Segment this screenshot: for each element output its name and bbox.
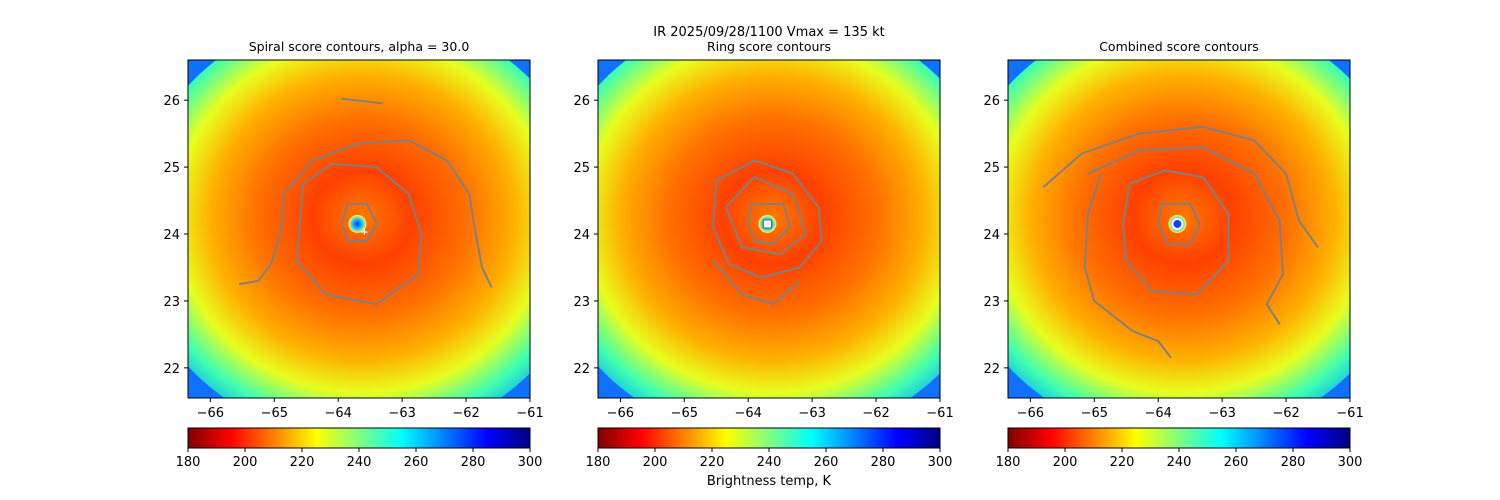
axes-frame [187,59,531,399]
colorbar-tick-label: 300 [518,455,543,470]
colorbar-tick-label: 200 [643,455,668,470]
y-tick-label: 26 [163,94,180,109]
x-tick-label: −61 [516,406,543,421]
panel-ring: Ring score contours −66 −65 −64 −63 −62 −61 22 2… [573,39,953,470]
colorbar-tick-label: 240 [347,455,372,470]
panel-combined: Combined score contours −66 −65 −64 −63 −62 −6… [983,39,1363,470]
colorbar-tick-label: 240 [757,455,782,470]
colorbar-tick-label: 220 [290,455,315,470]
suptitle: IR 2025/09/28/1100 Vmax = 135 kt [653,25,884,40]
x-tick-label: −61 [1336,406,1363,421]
panel-title-combined: Combined score contours [1099,39,1259,54]
contour-line [340,202,378,242]
x-tick-label: −66 [607,406,634,421]
center-marker [1171,217,1184,230]
colorbar-tick-label: 240 [1167,455,1192,470]
x-tick-label: −63 [798,406,825,421]
x-tick-label: −66 [197,406,224,421]
center-marker [361,228,368,235]
colorbar-label: Brightness temp, K [707,474,832,489]
colorbar-tick-label: 180 [996,455,1021,470]
y-tick-label: 26 [983,94,1000,109]
heatmap-image [598,60,940,398]
colorbar-tick-label: 300 [928,455,953,470]
x-tick-label: −63 [1208,406,1235,421]
colorbar-tick-label: 200 [1053,455,1078,470]
contour-line [341,97,384,105]
colorbar [1007,427,1351,449]
y-tick-label: 22 [983,362,1000,377]
y-tick-label: 22 [573,362,590,377]
axes-frame [1007,59,1351,399]
contour-line [747,202,791,246]
axes-frame [597,59,941,399]
x-tick-label: −62 [1272,406,1299,421]
x-tick-label: −64 [1145,406,1172,421]
center-marker [762,219,772,229]
colorbar [597,427,941,449]
x-tick-label: −65 [261,406,288,421]
y-tick-label: 25 [983,161,1000,176]
contour-line [1122,169,1230,296]
y-tick-label: 25 [573,161,590,176]
colorbar-tick-label: 280 [1281,455,1306,470]
colorbar-tick-label: 260 [814,455,839,470]
contour-line [724,176,807,256]
y-tick-label: 22 [163,362,180,377]
y-tick-label: 23 [573,295,590,310]
contour-line [712,260,801,306]
contour-line [1083,173,1172,359]
colorbar [187,427,531,449]
y-tick-label: 23 [983,295,1000,310]
colorbar-tick-label: 280 [461,455,486,470]
x-tick-label: −64 [325,406,352,421]
x-tick-label: −64 [735,406,762,421]
colorbar-tick-label: 280 [871,455,896,470]
panel-title-ring: Ring score contours [707,39,831,54]
y-tick-label: 24 [573,228,590,243]
contour-line [1087,146,1284,325]
colorbar-tick-label: 300 [1338,455,1363,470]
colorbar-tick-label: 180 [586,455,611,470]
y-tick-label: 23 [163,295,180,310]
colorbar-tick-label: 200 [233,455,258,470]
colorbar-tick-label: 220 [700,455,725,470]
y-tick-label: 24 [983,228,1000,243]
y-tick-label: 25 [163,161,180,176]
contour-line [1042,125,1319,248]
x-tick-label: −62 [862,406,889,421]
x-tick-label: −65 [1081,406,1108,421]
colorbar-tick-label: 260 [404,455,429,470]
colorbar-tick-label: 260 [1224,455,1249,470]
x-tick-label: −66 [1017,406,1044,421]
colorbar-tick-label: 180 [176,455,201,470]
x-tick-label: −63 [388,406,415,421]
panel-spiral: Spiral score contours, alpha = 30.0 −66 −6… [163,39,543,470]
x-tick-label: −65 [671,406,698,421]
panel-title-spiral: Spiral score contours, alpha = 30.0 [249,39,470,54]
colorbar-tick-label: 220 [1110,455,1135,470]
heatmap-image [188,60,530,398]
contour-line [712,159,823,279]
storm-eye [348,214,367,233]
contour-line [1157,202,1201,246]
y-tick-label: 24 [163,228,180,243]
x-tick-label: −62 [452,406,479,421]
x-tick-label: −61 [926,406,953,421]
contour-line [238,139,493,289]
contour-line [295,162,423,306]
y-tick-label: 26 [573,94,590,109]
